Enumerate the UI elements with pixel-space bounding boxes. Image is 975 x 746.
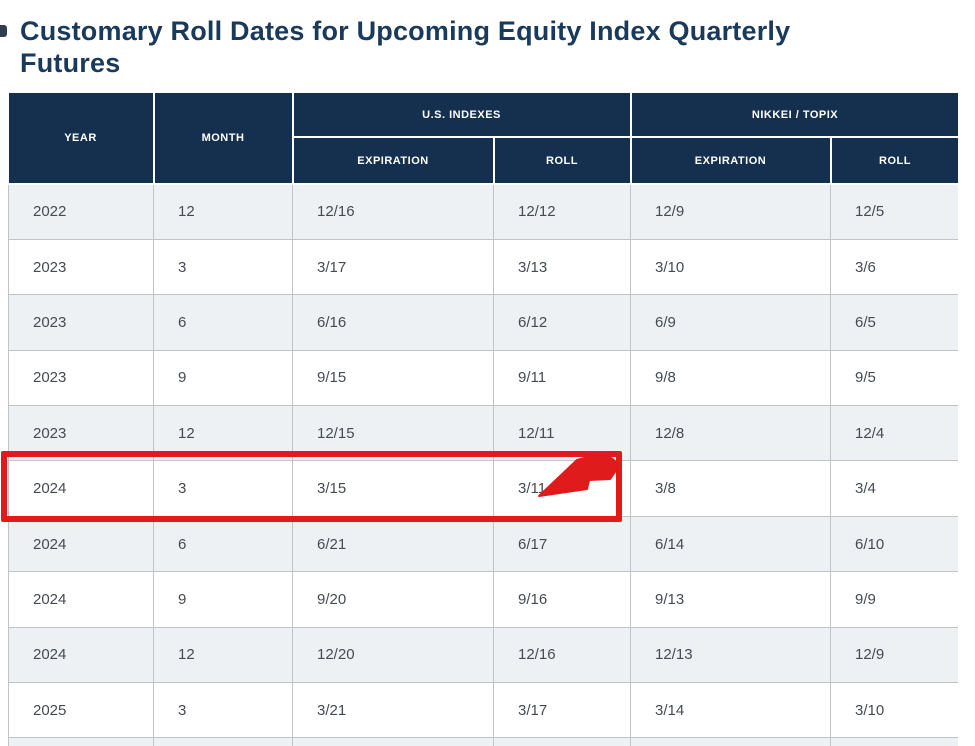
cell-month: 9 (153, 571, 293, 628)
column-header-nikkei-expiration: EXPIRATION (629, 136, 832, 185)
cell-nikkei-roll: 12/5 (829, 183, 958, 240)
cell-us-roll (493, 737, 631, 746)
cell-nikkei-roll: 9/9 (829, 571, 958, 628)
cell-nikkei-expiration: 3/8 (630, 460, 831, 517)
cell-us-expiration: 6/21 (292, 515, 494, 573)
cell-us-expiration: 3/15 (292, 460, 494, 517)
table-row: 2023 9 9/15 9/11 9/8 9/5 (8, 349, 958, 407)
cell-us-roll: 3/11 (493, 460, 631, 517)
cell-month: 12 (153, 626, 293, 684)
cell-us-expiration: 9/20 (292, 571, 494, 628)
cell-us-roll: 12/11 (493, 405, 631, 462)
cell-us-roll: 9/11 (493, 349, 631, 407)
column-header-month: MONTH (152, 93, 294, 185)
cell-nikkei-expiration: 3/10 (630, 238, 831, 296)
cell-nikkei-expiration: 12/8 (630, 405, 831, 462)
cell-us-expiration: 6/16 (292, 294, 494, 351)
cell-us-roll: 9/16 (493, 571, 631, 628)
cell-us-roll: 12/16 (493, 626, 631, 684)
cell-year: 2023 (8, 349, 154, 407)
cell-year: 2023 (8, 238, 154, 296)
cell-nikkei-roll (829, 737, 958, 746)
table-row-partial (8, 737, 958, 746)
cell-month: 6 (153, 294, 293, 351)
page-title-line1: Customary Roll Dates for Upcoming Equity… (20, 16, 791, 46)
cell-nikkei-expiration: 12/9 (630, 183, 831, 240)
cell-year: 2024 (8, 460, 154, 517)
cell-nikkei-roll: 3/6 (829, 238, 958, 296)
cell-year: 2023 (8, 405, 154, 462)
cell-month: 3 (153, 238, 293, 296)
table-row-highlighted: 2024 3 3/15 3/11 3/8 3/4 (8, 460, 958, 517)
cell-us-roll: 6/12 (493, 294, 631, 351)
table-row: 2022 12 12/16 12/12 12/9 12/5 (8, 183, 958, 240)
page-title-line2: Futures (20, 48, 121, 78)
cell-us-expiration: 12/20 (292, 626, 494, 684)
column-header-us-expiration: EXPIRATION (292, 136, 495, 185)
roll-dates-table-container: YEAR MONTH U.S. INDEXES NIKKEI / TOPIX E… (8, 93, 958, 746)
table-row: 2024 12 12/20 12/16 12/13 12/9 (8, 626, 958, 684)
cell-nikkei-roll: 3/4 (829, 460, 958, 517)
cropped-content-fragment (0, 25, 7, 37)
cell-us-roll: 3/17 (493, 682, 631, 739)
cell-nikkei-expiration: 3/14 (630, 682, 831, 739)
table-row: 2024 9 9/20 9/16 9/13 9/9 (8, 571, 958, 628)
cell-nikkei-expiration: 6/9 (630, 294, 831, 351)
page-title: Customary Roll Dates for Upcoming Equity… (20, 15, 950, 79)
cell-us-expiration (292, 737, 494, 746)
cell-year: 2022 (8, 183, 154, 240)
cell-us-expiration: 9/15 (292, 349, 494, 407)
cell-month: 9 (153, 349, 293, 407)
cell-year: 2024 (8, 626, 154, 684)
table-row: 2023 6 6/16 6/12 6/9 6/5 (8, 294, 958, 351)
cell-nikkei-expiration: 9/13 (630, 571, 831, 628)
cell-month: 12 (153, 183, 293, 240)
cell-nikkei-expiration (630, 737, 831, 746)
column-header-year: YEAR (8, 93, 155, 185)
cell-nikkei-roll: 9/5 (829, 349, 958, 407)
cell-month: 3 (153, 682, 293, 739)
column-group-nikkei-topix: NIKKEI / TOPIX (629, 93, 958, 138)
table-row: 2023 3 3/17 3/13 3/10 3/6 (8, 238, 958, 296)
cell-nikkei-expiration: 12/13 (630, 626, 831, 684)
cell-month: 6 (153, 515, 293, 573)
cell-year: 2023 (8, 294, 154, 351)
cell-nikkei-expiration: 9/8 (630, 349, 831, 407)
cell-year: 2025 (8, 682, 154, 739)
cell-month: 12 (153, 405, 293, 462)
table-row: 2024 6 6/21 6/17 6/14 6/10 (8, 515, 958, 573)
cell-nikkei-expiration: 6/14 (630, 515, 831, 573)
header-group-row: YEAR MONTH U.S. INDEXES NIKKEI / TOPIX (8, 93, 958, 185)
cell-nikkei-roll: 6/10 (829, 515, 958, 573)
cell-nikkei-roll: 12/9 (829, 626, 958, 684)
column-header-us-roll: ROLL (492, 136, 632, 185)
cell-us-expiration: 12/15 (292, 405, 494, 462)
cell-us-expiration: 3/17 (292, 238, 494, 296)
cell-year (8, 737, 154, 746)
roll-dates-table: YEAR MONTH U.S. INDEXES NIKKEI / TOPIX E… (8, 93, 958, 746)
header-sub-row: EXPIRATION ROLL EXPIRATION ROLL (9, 136, 958, 185)
cell-nikkei-roll: 3/10 (829, 682, 958, 739)
cell-us-roll: 6/17 (493, 515, 631, 573)
cell-month (153, 737, 293, 746)
cell-nikkei-roll: 12/4 (829, 405, 958, 462)
cell-us-roll: 3/13 (493, 238, 631, 296)
table-row: 2023 12 12/15 12/11 12/8 12/4 (8, 405, 958, 462)
cell-us-expiration: 12/16 (292, 183, 494, 240)
cell-year: 2024 (8, 571, 154, 628)
cell-month: 3 (153, 460, 293, 517)
column-group-us-indexes: U.S. INDEXES (291, 93, 632, 138)
cell-nikkei-roll: 6/5 (829, 294, 958, 351)
table-row: 2025 3 3/21 3/17 3/14 3/10 (8, 682, 958, 739)
cell-us-roll: 12/12 (493, 183, 631, 240)
cell-year: 2024 (8, 515, 154, 573)
column-header-nikkei-roll: ROLL (829, 136, 958, 185)
cell-us-expiration: 3/21 (292, 682, 494, 739)
